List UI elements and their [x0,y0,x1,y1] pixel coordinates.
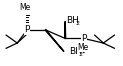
Text: P: P [24,25,30,34]
Text: BH: BH [66,16,79,25]
Polygon shape [45,30,64,52]
Text: 2: 2 [76,21,80,26]
Text: 2: 2 [78,52,82,57]
Polygon shape [65,21,66,38]
Text: P: P [81,34,86,43]
Polygon shape [83,38,84,53]
Text: BH: BH [69,47,82,56]
Text: Me: Me [19,3,30,12]
Text: Me: Me [77,43,88,52]
